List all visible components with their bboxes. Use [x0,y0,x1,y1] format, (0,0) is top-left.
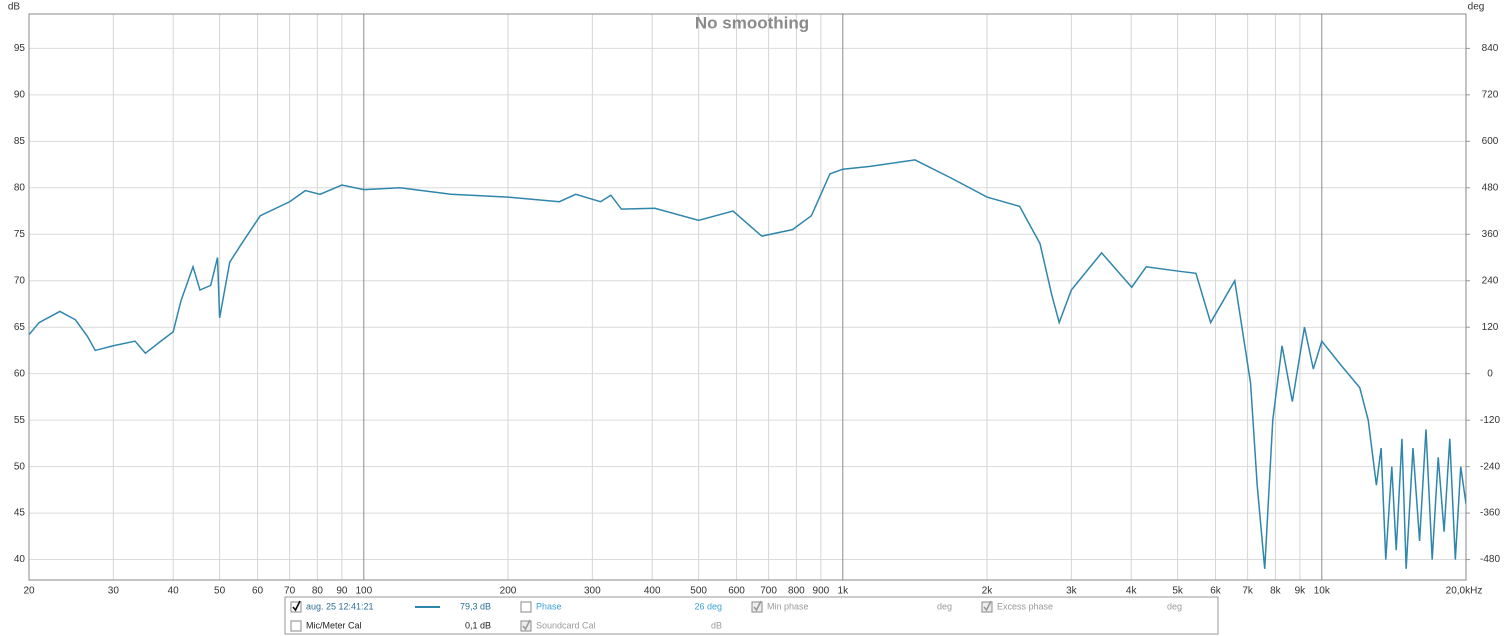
y-tick-label: 85 [14,136,26,147]
x-tick-label: 900 [813,586,830,597]
x-tick-label: 40 [168,586,180,597]
x-tick-label: 100 [355,586,372,597]
x-tick-label: 700 [760,586,777,597]
x-tick-label: 30 [108,586,120,597]
legend-reading: 0,1 dB [465,620,491,630]
y-tick-label: 50 [14,461,26,472]
x-tick-label: 50 [214,586,226,597]
checkbox[interactable] [520,601,532,613]
legend-label: Mic/Meter Cal [306,620,362,630]
x-tick-label: 10k [1314,586,1331,597]
y2-tick-label: -360 [1480,508,1500,519]
y2-tick-label: 600 [1482,136,1499,147]
x-tick-label: 6k [1210,586,1222,597]
x-tick-label: 9k [1295,586,1307,597]
y-axis-unit: dB [8,2,21,13]
chart-title: No smoothing [695,13,809,32]
y2-tick-label: -240 [1480,461,1500,472]
y-tick-label: 75 [14,229,26,240]
y2-tick-label: 360 [1482,229,1499,240]
checkbox[interactable] [751,601,763,613]
x-tick-label: 4k [1126,586,1138,597]
y-tick-label: 65 [14,322,26,333]
legend-reading: deg [937,601,952,611]
x-tick-label: 500 [690,586,707,597]
checkmark [983,600,992,612]
y2-tick-label: -120 [1480,415,1500,426]
legend-reading: dB [711,620,722,630]
x-tick-label: 80 [312,586,324,597]
legend-label: Excess phase [997,601,1053,611]
legend-reading: deg [1167,601,1182,611]
legend-label: Min phase [767,601,809,611]
y2-tick-label: -480 [1480,554,1500,565]
checkbox[interactable] [290,601,302,613]
x-tick-label: 3k [1066,586,1078,597]
x-tick-label: 90 [336,586,348,597]
x-tick-label: 5k [1172,586,1184,597]
x-tick-label: 600 [728,586,745,597]
legend-label: Phase [536,601,562,611]
x-tick-label: 400 [644,586,661,597]
x-tick-label: 800 [788,586,805,597]
y-tick-label: 55 [14,415,26,426]
y2-axis-unit: deg [1468,2,1485,13]
checkbox[interactable] [520,620,532,632]
x-tick-label: 20 [23,586,35,597]
legend-reading: 79,3 dB [460,601,491,611]
y-tick-label: 95 [14,43,26,54]
legend-label: Soundcard Cal [536,620,596,630]
y-tick-label: 70 [14,275,26,286]
y-tick-label: 45 [14,508,26,519]
x-tick-label: 200 [500,586,517,597]
y2-tick-label: 480 [1482,182,1499,193]
y2-tick-label: 120 [1482,322,1499,333]
y-tick-label: 40 [14,554,26,565]
y2-tick-label: 840 [1482,43,1499,54]
y-tick-label: 80 [14,182,26,193]
plot-frame [28,13,1467,581]
x-tick-label: 60 [252,586,264,597]
y-tick-label: 60 [14,368,26,379]
checkmark [522,619,531,631]
y2-tick-label: 0 [1487,368,1493,379]
x-tick-label: 300 [584,586,601,597]
x-tick-label: 20,0kHz [1446,586,1483,597]
y2-tick-label: 720 [1482,89,1499,100]
checkbox[interactable] [981,601,993,613]
x-tick-label: 70 [284,586,296,597]
legend-reading: 26 deg [694,601,722,611]
x-tick-label: 2k [982,586,994,597]
x-tick-label: 7k [1242,586,1254,597]
x-tick-label: 8k [1270,586,1282,597]
legend-label: aug. 25 12:41:21 [306,601,374,611]
x-tick-label: 1k [838,586,850,597]
y2-tick-label: 240 [1482,275,1499,286]
checkbox[interactable] [290,620,302,632]
checkmark [753,600,762,612]
checkmark [292,600,301,612]
y-tick-label: 90 [14,89,26,100]
response-line [29,159,1466,569]
